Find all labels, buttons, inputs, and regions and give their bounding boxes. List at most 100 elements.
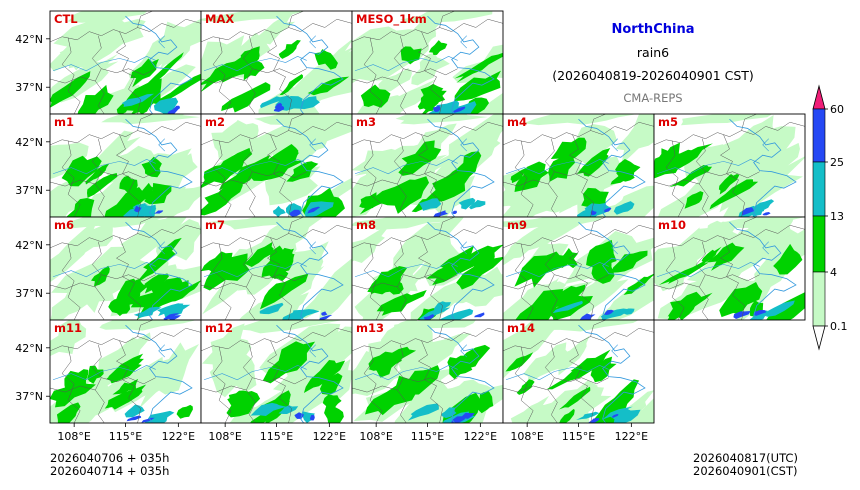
lon-tick-label: 108°E xyxy=(208,430,241,443)
map-boundaries xyxy=(503,217,654,320)
rain-field xyxy=(201,320,352,423)
lon-tick-label: 115°E xyxy=(109,430,142,443)
ensemble-panel-m1: m1 xyxy=(49,113,202,218)
rain-field xyxy=(352,217,503,320)
lon-tick-label: 108°E xyxy=(57,430,90,443)
panel-label: m14 xyxy=(507,321,535,335)
colorbar-level-label: 0.1 xyxy=(830,320,848,333)
panel-label: m6 xyxy=(54,218,74,232)
ensemble-panel-m4: m4 xyxy=(502,113,655,218)
map-boundaries xyxy=(352,320,503,423)
map-boundaries xyxy=(503,320,654,423)
colorbar-segment xyxy=(812,271,826,327)
lat-tick-label: 37°N xyxy=(15,184,43,197)
lon-tick-label: 115°E xyxy=(411,430,444,443)
rain-field xyxy=(654,114,805,217)
map-boundaries xyxy=(201,217,352,320)
rain-field xyxy=(352,11,503,114)
map-boundaries xyxy=(503,114,654,217)
ensemble-panel-m8: m8 xyxy=(351,216,504,321)
ensemble-panel-m6: m6 xyxy=(49,216,202,321)
region-title: NorthChina xyxy=(611,22,695,37)
lat-tick-label: 42°N xyxy=(15,342,43,355)
map-boundaries xyxy=(352,11,503,114)
map-boundaries xyxy=(50,320,201,423)
ensemble-panel-m12: m12 xyxy=(200,319,353,424)
rain-field xyxy=(352,114,503,217)
rain-field xyxy=(201,11,352,114)
rain-field xyxy=(50,320,202,423)
panel-label: m1 xyxy=(54,115,74,129)
lon-tick-label: 122°E xyxy=(464,430,497,443)
rain-field xyxy=(503,114,654,217)
valid-time-cst: 2026040901(CST) xyxy=(693,463,798,478)
colorbar-level-label: 4 xyxy=(830,266,837,279)
panel-label: m2 xyxy=(205,115,225,129)
map-boundaries xyxy=(201,11,352,114)
ensemble-panel-ctl: CTL xyxy=(49,10,202,115)
rain-field xyxy=(201,114,352,217)
lat-tick-label: 42°N xyxy=(15,33,43,46)
map-boundaries xyxy=(201,114,352,217)
map-boundaries xyxy=(654,114,805,217)
ensemble-panel-m5: m5 xyxy=(653,113,806,218)
lon-tick-label: 122°E xyxy=(615,430,648,443)
axis-ticks: 42°N 37°N 42°N 37°N 42°N 37°N 42°N 37°N 108°E 115… xyxy=(15,33,648,443)
map-boundaries xyxy=(201,320,352,423)
map-boundaries xyxy=(50,217,201,320)
colorbar-level-label: 25 xyxy=(830,156,844,169)
valid-time-info: 2026040817(UTC) 2026040901(CST) xyxy=(693,452,798,477)
map-boundaries xyxy=(50,11,201,114)
panel-label: m4 xyxy=(507,115,527,129)
colorbar-level-label: 60 xyxy=(830,103,844,116)
ensemble-panel-m14: m14 xyxy=(502,319,655,424)
lat-tick-label: 37°N xyxy=(15,287,43,300)
init-time-line-2: 2026040714 + 035h xyxy=(50,463,170,478)
panel-label: m10 xyxy=(658,218,686,232)
lat-tick-label: 37°N xyxy=(15,81,43,94)
ensemble-panel-m13: m13 xyxy=(351,319,504,424)
panel-label: MAX xyxy=(205,12,234,26)
rain-field xyxy=(201,217,352,320)
lon-tick-label: 122°E xyxy=(313,430,346,443)
lon-tick-label: 108°E xyxy=(510,430,543,443)
map-boundaries xyxy=(352,114,503,217)
panel-label: m3 xyxy=(356,115,376,129)
lat-tick-label: 37°N xyxy=(15,390,43,403)
panel-label: m12 xyxy=(205,321,233,335)
map-boundaries xyxy=(50,114,201,217)
rain-field xyxy=(50,217,201,320)
lon-tick-label: 122°E xyxy=(162,430,195,443)
colorbar: 60 25 13 4 0.1 xyxy=(812,84,848,351)
init-time-info: 2026040706 + 035h 2026040714 + 035h xyxy=(50,452,169,477)
panel-label: CTL xyxy=(54,12,78,26)
rain-field xyxy=(503,217,654,320)
panel-label: m7 xyxy=(205,218,225,232)
panel-label: m11 xyxy=(54,321,82,335)
panel-label: m8 xyxy=(356,218,376,232)
panel-label: m13 xyxy=(356,321,384,335)
init-time-line-1: 2026040706 + 035h xyxy=(50,451,170,465)
ensemble-panel-m9: m9 xyxy=(502,216,655,321)
ensemble-panel-max: MAX xyxy=(200,10,353,115)
valid-time-utc: 2026040817(UTC) xyxy=(693,451,798,465)
rain-field xyxy=(50,11,201,114)
colorbar-extend-bottom xyxy=(812,325,826,351)
lon-tick-label: 115°E xyxy=(562,430,595,443)
panel-label: m5 xyxy=(658,115,678,129)
panel-label: MESO_1km xyxy=(356,12,427,27)
map-boundaries xyxy=(654,217,805,320)
colorbar-segment xyxy=(812,215,826,273)
rain-field xyxy=(352,320,503,423)
map-boundaries xyxy=(352,217,503,320)
rain-field xyxy=(503,320,654,423)
ensemble-panel-m10: m10 xyxy=(653,216,806,321)
colorbar-extend-top xyxy=(812,84,826,110)
variable-title: rain6 xyxy=(636,45,670,60)
ensemble-panel-m3: m3 xyxy=(351,113,504,218)
lon-tick-label: 115°E xyxy=(260,430,293,443)
panel-label: m9 xyxy=(507,218,527,232)
model-name: CMA-REPS xyxy=(623,91,683,105)
lon-tick-label: 108°E xyxy=(359,430,392,443)
